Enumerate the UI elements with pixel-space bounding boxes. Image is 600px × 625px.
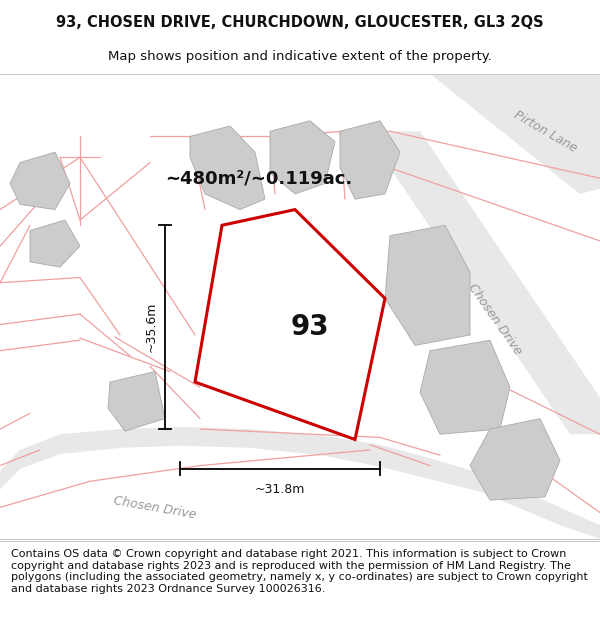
Text: Chosen Drive: Chosen Drive bbox=[113, 494, 197, 521]
Polygon shape bbox=[0, 427, 600, 539]
Text: ~35.6m: ~35.6m bbox=[145, 302, 157, 352]
Text: Map shows position and indicative extent of the property.: Map shows position and indicative extent… bbox=[108, 49, 492, 62]
Polygon shape bbox=[10, 152, 70, 209]
Polygon shape bbox=[340, 121, 400, 199]
Text: 93, CHOSEN DRIVE, CHURCHDOWN, GLOUCESTER, GL3 2QS: 93, CHOSEN DRIVE, CHURCHDOWN, GLOUCESTER… bbox=[56, 14, 544, 29]
Text: Contains OS data © Crown copyright and database right 2021. This information is : Contains OS data © Crown copyright and d… bbox=[11, 549, 587, 594]
Polygon shape bbox=[470, 419, 560, 500]
Text: ~480m²/~0.119ac.: ~480m²/~0.119ac. bbox=[165, 169, 352, 187]
Polygon shape bbox=[270, 121, 335, 194]
Text: Pirton Lane: Pirton Lane bbox=[511, 108, 579, 154]
Polygon shape bbox=[385, 225, 470, 346]
Polygon shape bbox=[420, 340, 510, 434]
Text: 93: 93 bbox=[291, 312, 330, 341]
Polygon shape bbox=[195, 209, 385, 439]
Polygon shape bbox=[420, 74, 600, 194]
Text: Chosen Drive: Chosen Drive bbox=[466, 281, 524, 357]
Polygon shape bbox=[390, 131, 600, 434]
Text: ~31.8m: ~31.8m bbox=[255, 483, 305, 496]
Polygon shape bbox=[30, 220, 80, 267]
Polygon shape bbox=[108, 371, 165, 431]
Polygon shape bbox=[190, 126, 265, 209]
